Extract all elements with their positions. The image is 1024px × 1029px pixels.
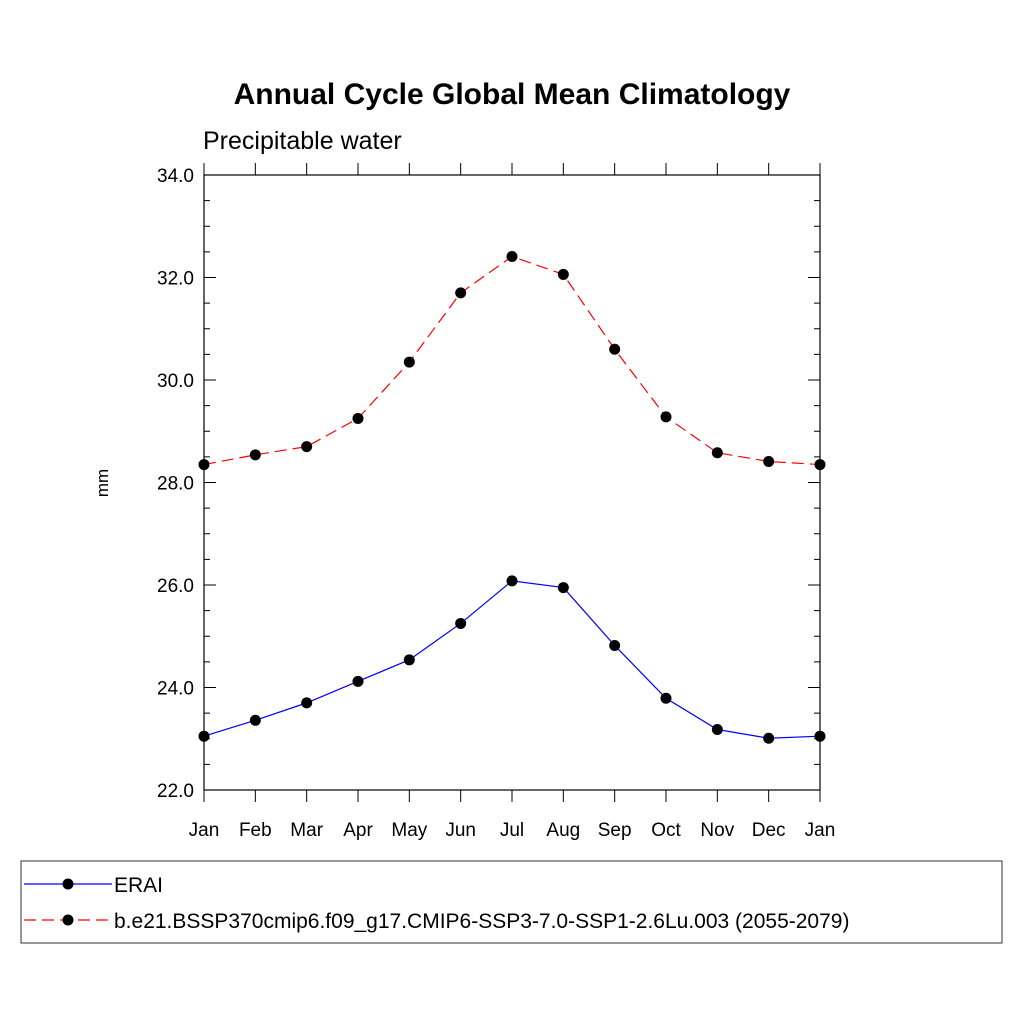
y-axis-label: mm	[93, 469, 112, 497]
x-tick-label: Oct	[651, 820, 681, 841]
x-tick-label: Mar	[290, 820, 323, 841]
x-tick-label: Sep	[598, 820, 632, 841]
legend-box	[20, 860, 1003, 944]
x-tick-labels: Jan Feb Mar Apr May Jun Jul Aug Sep Oct Nov Dec Jan	[189, 820, 836, 841]
x-tick-label: May	[391, 820, 427, 841]
data-point	[711, 724, 723, 736]
x-tick-label: Apr	[343, 820, 373, 841]
legend-label: ERAI	[114, 874, 163, 897]
y-tick-label: 32.0	[157, 269, 194, 290]
series-line	[203, 255, 821, 466]
data-point	[249, 714, 261, 726]
y-tick-label: 24.0	[157, 679, 194, 700]
data-point	[249, 449, 261, 461]
series-group	[198, 250, 826, 744]
x-tick-label: Jul	[500, 820, 524, 841]
data-point	[557, 268, 569, 280]
x-tick-label: Jun	[445, 820, 476, 841]
data-point	[660, 692, 672, 704]
x-tick-label: Nov	[700, 820, 734, 841]
x-tick-label: Feb	[239, 820, 272, 841]
data-point	[198, 730, 210, 742]
data-point	[403, 654, 415, 666]
data-point	[301, 441, 313, 453]
data-point	[403, 356, 415, 368]
y-tick-label: 30.0	[157, 371, 194, 392]
data-point	[609, 343, 621, 355]
x-tick-label: Jan	[805, 820, 836, 841]
y-tick-labels: 22.0 24.0 26.0 28.0 30.0 32.0 34.0	[157, 166, 194, 802]
legend: ERAI b.e21.BSSP370cmip6.f09_g17.CMIP6-SSP…	[24, 874, 849, 933]
y-tick-label: 22.0	[157, 781, 194, 802]
data-point	[352, 412, 364, 424]
data-point	[763, 455, 775, 467]
x-tick-label: Dec	[752, 820, 786, 841]
data-point	[660, 411, 672, 423]
data-point	[557, 582, 569, 594]
data-point	[814, 459, 826, 471]
data-point	[301, 697, 313, 709]
legend-marker	[62, 914, 74, 926]
data-point	[506, 575, 518, 587]
legend-label: b.e21.BSSP370cmip6.f09_g17.CMIP6-SSP3-7.…	[114, 910, 849, 933]
data-point	[198, 459, 210, 471]
data-point	[711, 447, 723, 459]
chart-title: Annual Cycle Global Mean Climatology	[234, 78, 791, 111]
data-point	[609, 639, 621, 651]
x-tick-label: Jan	[189, 820, 220, 841]
legend-marker	[62, 878, 74, 890]
data-point	[352, 675, 364, 687]
x-tick-label: Aug	[546, 820, 580, 841]
y-tick-label: 28.0	[157, 474, 194, 495]
data-point	[763, 732, 775, 744]
series-line	[203, 580, 821, 739]
data-point	[506, 250, 518, 262]
data-point	[814, 730, 826, 742]
y-tick-label: 34.0	[157, 166, 194, 187]
data-point	[455, 287, 467, 299]
y-tick-label: 26.0	[157, 576, 194, 597]
plot-frame	[203, 174, 821, 791]
data-point	[455, 617, 467, 629]
chart-subtitle: Precipitable water	[203, 127, 402, 155]
